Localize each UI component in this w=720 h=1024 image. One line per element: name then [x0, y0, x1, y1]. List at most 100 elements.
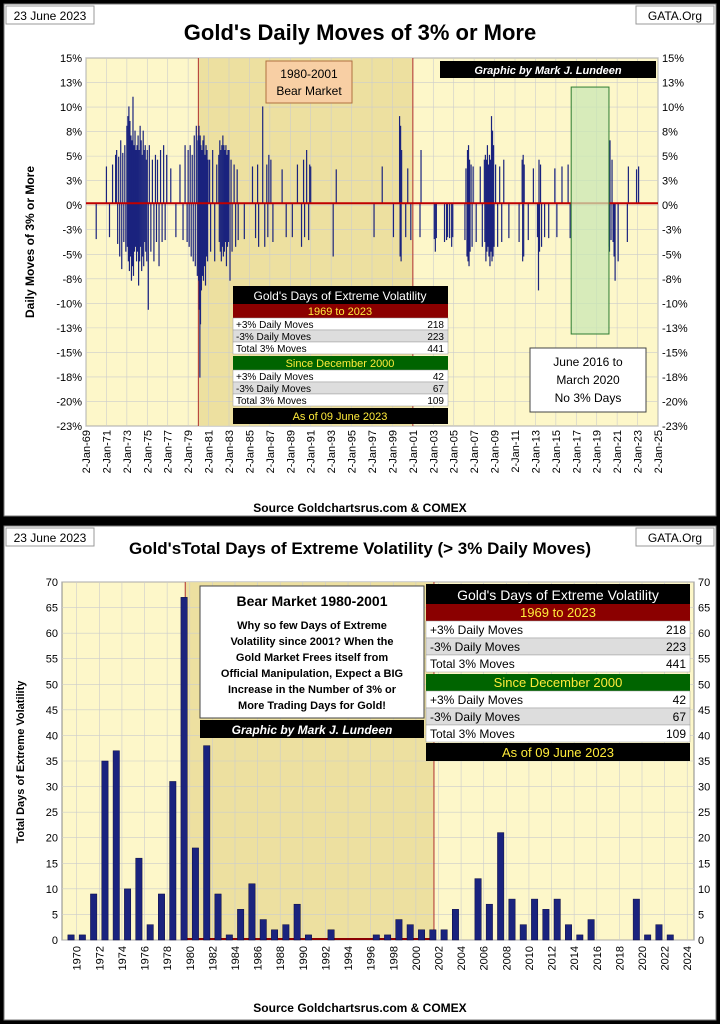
no-move-highlight — [570, 86, 610, 335]
vt-large-title: Gold's Days of Extreme Volatility — [457, 587, 659, 603]
year-bar — [485, 903, 493, 941]
x-tick-label: 2-Jan-73 — [122, 430, 134, 473]
year-bar — [293, 903, 301, 941]
y-tick-label: 30 — [46, 782, 58, 794]
yearly-bars — [67, 597, 674, 941]
x-tick-label: 2-Jan-79 — [183, 430, 195, 473]
year-bar — [101, 760, 109, 941]
vt-small-r6-value: 109 — [427, 396, 444, 407]
year-bar — [372, 934, 380, 941]
y-tick-label: -20% — [56, 396, 82, 408]
daily-move-bars — [95, 96, 640, 378]
x-tick-label: 2-Jan-11 — [510, 430, 522, 473]
x-tick-label: 1996 — [366, 946, 378, 970]
y-tick-label: 20 — [46, 833, 58, 845]
vt-small-r6-label: Total 3% Moves — [236, 396, 307, 407]
date-box — [5, 5, 95, 25]
x-tick-label: 1978 — [162, 946, 174, 970]
y-tick-label: 0% — [662, 200, 678, 212]
y-tick-label: 10% — [60, 102, 82, 114]
y-tick-label: 40 — [698, 730, 710, 742]
bear-note-line1: Why so few Days of Extreme — [237, 620, 387, 632]
vt-small-period2: Since December 2000 — [286, 358, 395, 370]
y-tick-label: 50 — [46, 679, 58, 691]
x-tick-label: 2-Jan-87 — [265, 430, 277, 473]
vt-large-r5-value: 67 — [673, 710, 687, 724]
y-tick-label: 15% — [662, 53, 684, 65]
credit-label-2: Graphic by Mark J. Lundeen — [232, 723, 393, 737]
x-tick-label: 2-Jan-13 — [530, 430, 542, 473]
y-tick-label: -3% — [62, 225, 82, 237]
vt-small-r4-value: 42 — [433, 372, 445, 383]
year-bar — [565, 924, 572, 941]
y-tick-label: 10 — [698, 884, 710, 896]
x-tick-label: 2-Jan-81 — [204, 430, 216, 473]
y-tick-label: -10% — [662, 298, 688, 310]
vt-large-r3-value: 441 — [666, 657, 686, 671]
bear-note-line6: More Trading Days for Gold! — [238, 700, 386, 712]
x-tick-label: 1970 — [72, 946, 84, 970]
x-tick-label: 2-Jan-71 — [101, 430, 113, 473]
year-bar — [429, 929, 437, 941]
vt-large-r6-label: Total 3% Moves — [430, 727, 515, 741]
credit-label: Graphic by Mark J. Lundeen — [474, 65, 622, 77]
year-bar — [655, 924, 663, 941]
daily-moves-chart: 23 June 2023 GATA.Org Gold's Daily Moves… — [3, 3, 717, 517]
x-tick-label: 1990 — [298, 946, 310, 970]
y-tick-label: -10% — [56, 298, 82, 310]
y-tick-label: -23% — [662, 421, 688, 433]
x-tick-label: 2024 — [682, 946, 694, 970]
bear-label-line1: 1980-2001 — [280, 67, 338, 81]
y-tick-label: 40 — [46, 730, 58, 742]
x-tick-label: 2008 — [501, 946, 513, 970]
year-bar — [531, 898, 539, 941]
bear-note-title: Bear Market 1980-2001 — [237, 593, 388, 609]
vt-small-r3-value: 441 — [427, 344, 444, 355]
year-bar — [78, 934, 86, 941]
no-moves-line2: March 2020 — [556, 373, 620, 387]
year-bar — [305, 934, 312, 941]
x-tick-label: 2-Jan-17 — [571, 430, 583, 473]
year-bar — [271, 929, 279, 941]
bear-note-line3: Gold Market Frees itself from — [236, 652, 388, 664]
year-bar — [497, 832, 505, 941]
x-tick-label: 1984 — [230, 946, 242, 970]
y-tick-label: 30 — [698, 782, 710, 794]
x-tick-label: 1986 — [253, 946, 265, 970]
vt-large-r3-label: Total 3% Moves — [430, 657, 515, 671]
year-bar — [146, 924, 154, 941]
year-bar — [112, 750, 120, 941]
y-axis-left-2: 0 5 10 15 20 25 30 35 40 45 50 55 60 65 70 — [46, 577, 58, 947]
x-tick-label: 2-Jan-15 — [551, 430, 563, 473]
x-tick-label: 1998 — [388, 946, 400, 970]
x-tick-label: 2-Jan-91 — [306, 430, 318, 473]
x-tick-label: 2006 — [479, 946, 491, 970]
y-tick-label: -18% — [662, 372, 688, 384]
y-tick-label: 50 — [698, 679, 710, 691]
x-tick-label: 1980 — [185, 946, 197, 970]
year-bar — [451, 909, 459, 941]
chart-title: Gold's Daily Moves of 3% or More — [184, 20, 536, 45]
y-tick-label: -5% — [662, 249, 682, 261]
year-bar — [237, 909, 245, 941]
y-axis-right: 15% 13% 10% 8% 5% 3% 0% -3% -5% -8% -10% -13% -15% -1… — [662, 53, 688, 433]
year-bar — [576, 934, 584, 941]
y-tick-label: 65 — [46, 603, 58, 615]
year-bar — [124, 888, 132, 941]
x-tick-label: 2-Jan-05 — [449, 430, 461, 473]
year-bar — [248, 883, 256, 941]
x-tick-label: 1988 — [275, 946, 287, 970]
y-tick-label: 60 — [46, 628, 58, 640]
bear-note-line4: Official Manipulation, Expect a BIG — [221, 668, 403, 680]
x-tick-label: 1994 — [343, 946, 355, 970]
year-bar — [282, 924, 290, 941]
no-moves-line3: No 3% Days — [555, 391, 622, 405]
y-tick-label: 3% — [662, 176, 678, 188]
no-moves-line1: June 2016 to — [553, 355, 623, 369]
year-bar — [587, 919, 595, 941]
vt-large-r2-label: -3% Daily Moves — [430, 640, 520, 654]
vt-small-r1-value: 218 — [427, 320, 444, 331]
y-tick-label: 15 — [698, 858, 710, 870]
gata-label: GATA.Org — [648, 9, 702, 23]
x-tick-label: 2-Jan-21 — [612, 430, 624, 473]
